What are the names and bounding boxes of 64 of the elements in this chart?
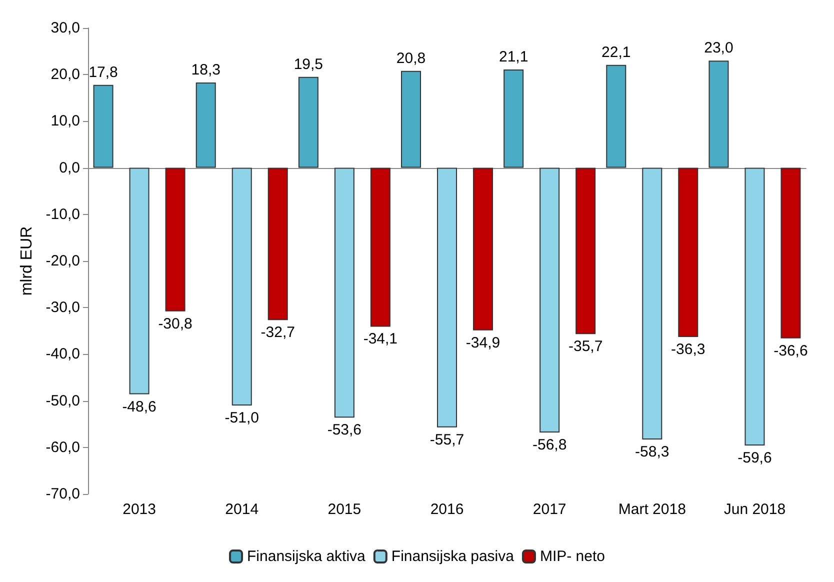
y-axis-title: mlrd EUR xyxy=(18,226,36,296)
legend-label: Finansijska pasiva xyxy=(391,548,515,565)
data-label: -56,8 xyxy=(532,436,567,454)
y-tick-label: -60,0 xyxy=(46,438,80,456)
bar xyxy=(708,60,729,168)
bar xyxy=(334,168,354,418)
data-label: -36,6 xyxy=(774,342,808,360)
bar xyxy=(196,82,216,168)
data-label: -36,3 xyxy=(671,340,706,358)
bar xyxy=(232,168,252,406)
data-label: 18,3 xyxy=(191,62,220,79)
data-label: -34,1 xyxy=(363,330,398,348)
bar xyxy=(165,168,186,312)
y-tick-label: -40,0 xyxy=(46,346,80,363)
bar xyxy=(744,168,765,446)
x-tick-label: 2015 xyxy=(328,501,362,518)
data-label: -30,8 xyxy=(158,315,192,332)
data-label: -51,0 xyxy=(224,409,259,426)
bar xyxy=(540,168,560,432)
data-label: 20,8 xyxy=(396,50,426,67)
x-tick-label: 2016 xyxy=(430,501,464,518)
bar xyxy=(370,168,390,327)
bar xyxy=(93,84,114,168)
bar xyxy=(678,168,698,337)
data-label: 22,1 xyxy=(602,44,631,61)
y-tick-label: 30,0 xyxy=(50,20,80,36)
x-tick-label: 2014 xyxy=(225,501,259,518)
data-label: -53,6 xyxy=(327,422,362,439)
data-label: 21,1 xyxy=(498,48,528,66)
y-tick-label: 20,0 xyxy=(50,66,80,84)
data-label: -58,3 xyxy=(635,443,670,460)
data-label: 19,5 xyxy=(294,56,324,73)
bar xyxy=(576,168,596,334)
bar xyxy=(606,64,626,168)
y-tick-label: -30,0 xyxy=(46,299,80,316)
bar xyxy=(642,168,662,440)
data-label: -48,6 xyxy=(122,398,156,416)
y-tick-label: -10,0 xyxy=(46,206,80,223)
bar xyxy=(504,69,524,168)
bar xyxy=(437,168,457,428)
y-tick-label: -50,0 xyxy=(46,392,80,410)
data-label: -35,7 xyxy=(568,338,603,356)
x-tick-label: 2017 xyxy=(532,501,566,518)
bar xyxy=(780,168,801,338)
x-tick-label: 2013 xyxy=(122,501,156,518)
y-tick-label: 10,0 xyxy=(50,112,80,130)
bar xyxy=(298,76,318,168)
bar xyxy=(473,168,493,330)
legend-label: MIP- neto xyxy=(540,548,605,565)
bar xyxy=(268,168,288,320)
y-tick-label: 0,0 xyxy=(59,159,80,176)
data-label: -59,6 xyxy=(738,450,772,467)
bar xyxy=(129,168,150,394)
data-label: 23,0 xyxy=(704,40,734,57)
data-label: 17,8 xyxy=(88,64,118,81)
data-label: -32,7 xyxy=(260,324,295,342)
data-label: -34,9 xyxy=(466,334,500,352)
x-tick-label: Mart 2018 xyxy=(618,501,686,518)
y-tick-label: -20,0 xyxy=(46,252,80,270)
legend-label: Finansijska aktiva xyxy=(247,548,366,565)
data-label: -55,7 xyxy=(430,431,464,448)
x-tick-label: Jun 2018 xyxy=(724,501,786,518)
y-tick-label: -70,0 xyxy=(46,486,80,502)
bar xyxy=(401,70,421,168)
